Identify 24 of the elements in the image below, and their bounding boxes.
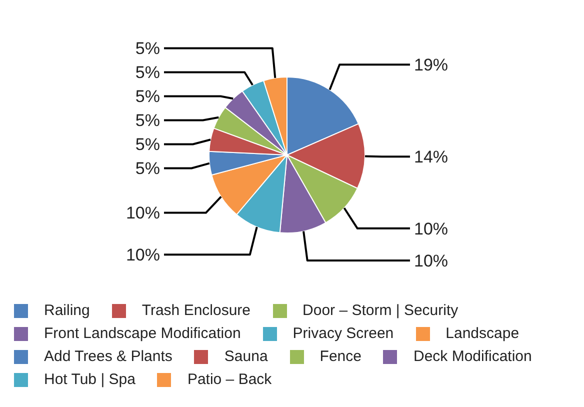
data-label: 5% [135,39,160,58]
legend-label: Trash Enclosure [142,302,251,319]
legend-label: Front Landscape Modification [44,325,241,342]
data-label: 10% [414,219,448,238]
data-label: 10% [126,204,160,223]
data-label: 10% [126,246,160,265]
data-label: 19% [414,56,448,75]
data-label: 14% [414,148,448,167]
data-label: 5% [135,135,160,154]
data-label: 5% [135,87,160,106]
data-label: 5% [135,63,160,82]
legend-label: Privacy Screen [292,325,394,342]
data-label: 10% [414,252,448,270]
legend-label: Railing [44,302,90,319]
legend-label: Landscape [446,325,520,342]
data-label: 5% [135,159,160,178]
data-label: 5% [135,111,160,130]
legend-label: Deck Modification [413,348,532,365]
legend-label: Patio – Back [187,371,272,388]
legend-label: Hot Tub | Spa [44,371,136,388]
legend-label: Door – Storm | Security [302,302,458,319]
legend-label: Sauna [224,348,268,365]
legend-label: Fence [320,348,362,365]
legend-label: Add Trees & Plants [44,348,172,365]
